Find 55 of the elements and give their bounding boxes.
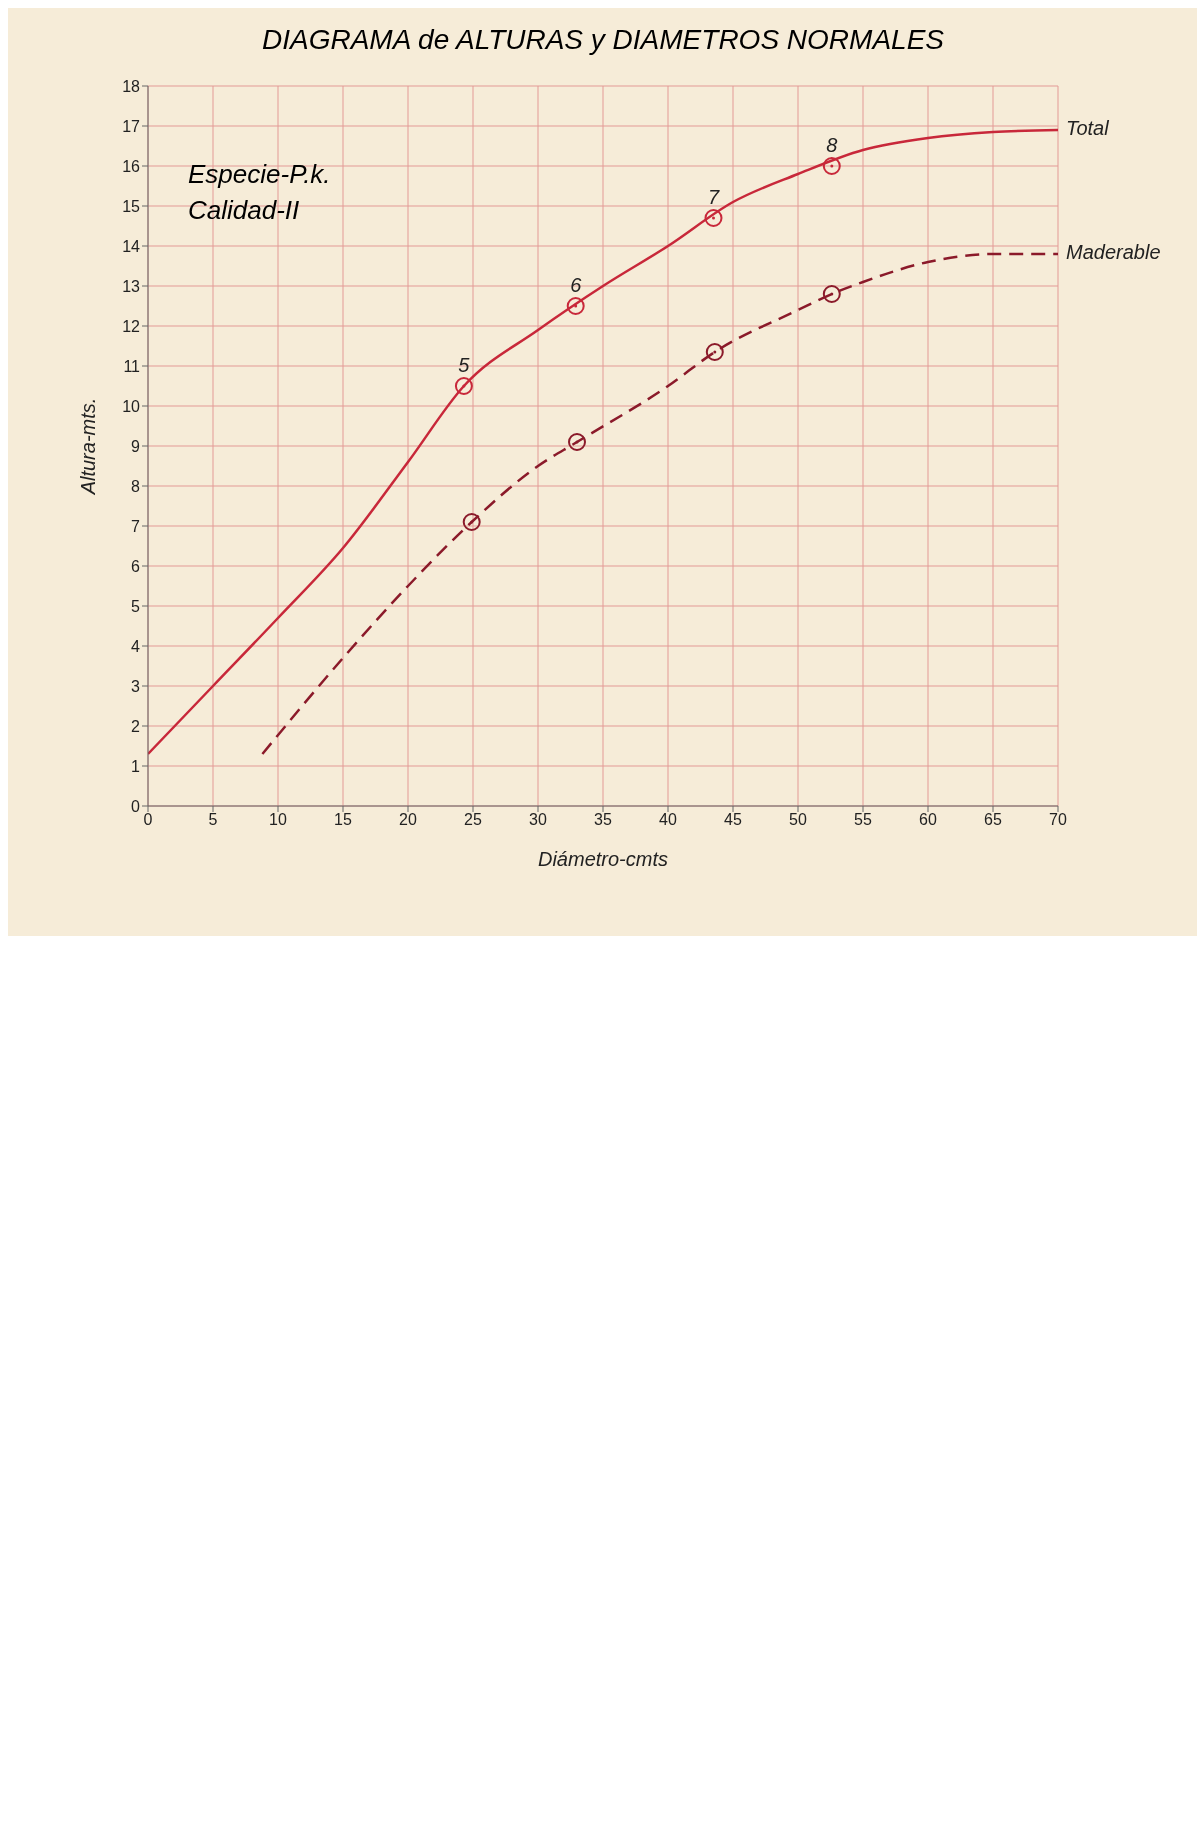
line-series	[148, 128, 1058, 756]
line-series	[261, 252, 1058, 756]
x-tick-label: 15	[334, 811, 352, 829]
chart-title: DIAGRAMA de ALTURAS y DIAMETROS NORMALES	[261, 24, 945, 56]
x-tick-label: 25	[464, 811, 482, 829]
x-tick-label: 0	[143, 811, 153, 829]
point	[568, 433, 586, 451]
x-tick-label: 70	[1049, 811, 1067, 829]
point	[822, 157, 841, 175]
x-tick-label: 65	[984, 811, 1002, 829]
annotation: 5	[458, 354, 471, 376]
annotation: Calidad-II	[188, 194, 301, 227]
annotation: Especie-P.k.	[188, 158, 331, 191]
x-tick-label: 20	[399, 811, 417, 829]
y-tick-label: 11	[123, 357, 141, 375]
series-label: Total	[1066, 117, 1110, 139]
x-tick-label: 60	[919, 811, 937, 829]
annotation: 8	[826, 134, 838, 156]
y-tick-label: 10	[122, 397, 141, 415]
x-tick-label: 35	[594, 811, 612, 829]
y-tick-label: 1	[131, 757, 141, 775]
y-tick-label: 9	[131, 437, 141, 455]
y-axis-title: Altura-mts.	[77, 397, 100, 496]
x-tick-label: 10	[269, 811, 287, 829]
y-tick-label: 3	[131, 677, 141, 695]
point	[462, 513, 481, 531]
annotation: 7	[707, 186, 720, 208]
x-tick-label: 5	[208, 811, 218, 829]
x-axis-title: Diámetro-cmts	[537, 848, 669, 870]
x-tick-label: 45	[724, 811, 742, 829]
y-tick-label: 6	[131, 557, 141, 575]
point	[705, 343, 724, 361]
point	[454, 377, 473, 395]
annotation: 6	[570, 274, 583, 296]
point	[822, 285, 841, 303]
y-tick-label: 5	[131, 597, 141, 615]
y-tick-label: 12	[122, 317, 141, 335]
series-label: Maderable	[1066, 241, 1161, 263]
point	[566, 297, 585, 315]
y-tick-label: 17	[122, 117, 141, 135]
point	[704, 209, 723, 227]
y-tick-label: 18	[122, 77, 141, 95]
y-tick-label: 7	[131, 517, 141, 535]
y-tick-label: 8	[131, 477, 141, 495]
y-tick-label: 0	[131, 797, 141, 815]
x-tick-label: 40	[659, 811, 677, 829]
y-tick-label: 13	[122, 277, 141, 295]
y-tick-label: 14	[122, 237, 141, 255]
x-tick-label: 55	[854, 811, 872, 829]
x-tick-label: 30	[529, 811, 547, 829]
y-tick-label: 15	[122, 197, 141, 215]
x-tick-label: 50	[789, 811, 807, 829]
y-tick-label: 16	[122, 157, 141, 175]
y-tick-label: 4	[131, 637, 141, 655]
y-tick-label: 2	[131, 717, 141, 735]
